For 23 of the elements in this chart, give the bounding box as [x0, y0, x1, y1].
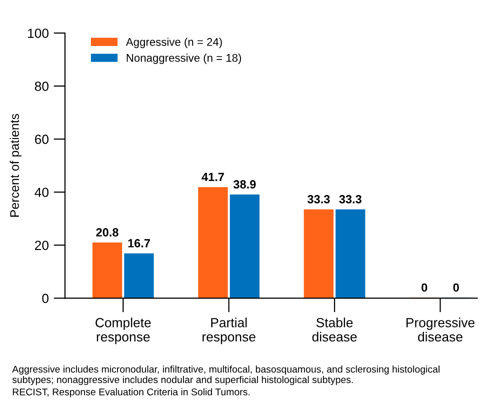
- y-tick-label: 80: [34, 82, 49, 91]
- data-label: 20.8: [96, 228, 118, 237]
- y-tick-label: 20: [35, 240, 49, 250]
- y-tick-label: 0: [42, 294, 48, 304]
- data-label: 33.3: [307, 195, 330, 204]
- data-label: 38.9: [233, 180, 256, 189]
- x-tick-label: Stable disease: [312, 318, 357, 342]
- y-tick-label: 40: [34, 188, 49, 198]
- data-label: 33.3: [339, 195, 362, 204]
- legend-label: Aggressive (n = 24): [126, 38, 222, 48]
- data-label: 41.7: [202, 172, 224, 182]
- legend-label: Nonaggressive (n = 18): [126, 54, 242, 64]
- x-tick-label: Complete response: [96, 318, 151, 344]
- text: RECIST, Response Evaluation Criteria in Solid Tumors.: [12, 388, 250, 398]
- data-label: 16.7: [128, 239, 150, 248]
- data-label: 0: [453, 283, 459, 292]
- x-tick-label: Partial response: [202, 318, 256, 344]
- data-label: 0: [422, 283, 428, 292]
- y-tick-label: 100: [28, 28, 49, 38]
- text: Aggressive includes micronodular, infiltrative, multifocal, basosquamous, and sclerosing histological subtypes; nonaggressive includes nodular and superficial histological subtypes.: [12, 366, 440, 386]
- y-tick-label: 60: [35, 134, 49, 144]
- y-axis-title: Percent of patients: [10, 114, 22, 217]
- x-tick-label: Progressive disease: [406, 318, 474, 342]
